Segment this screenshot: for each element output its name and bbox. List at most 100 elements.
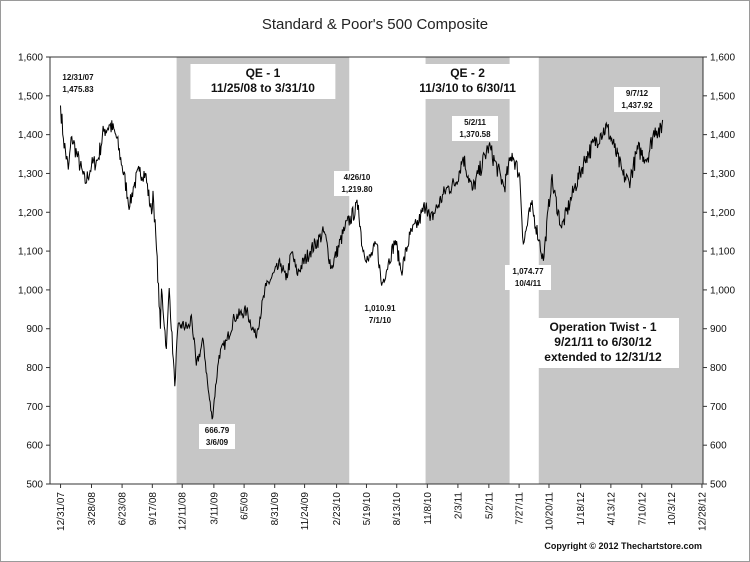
- y-tick-label-left: 1,100: [18, 247, 43, 258]
- y-tick-label-left: 1,500: [18, 91, 43, 102]
- annotation-date: 3/6/09: [206, 438, 229, 447]
- y-tick-label-right: 1,200: [710, 208, 735, 219]
- annotation-date: 7/1/10: [369, 316, 392, 325]
- x-tick-label: 8/31/09: [270, 492, 281, 526]
- annotation-date: 10/4/11: [515, 279, 542, 288]
- copyright-text: Copyright © 2012 Thechartstore.com: [544, 541, 702, 551]
- program-band-1: [176, 57, 350, 484]
- annotation-value: 1,074.77: [512, 267, 544, 276]
- y-tick-label-left: 600: [26, 441, 43, 452]
- x-tick-label: 10/20/11: [544, 492, 555, 531]
- annotation-7: 9/7/12 1,437.92: [614, 87, 660, 112]
- program-labels: QE - 111/25/08 to 3/31/10 QE - 211/3/10 t…: [190, 64, 679, 368]
- annotation-box: [505, 265, 551, 290]
- annotation-box: [452, 116, 498, 141]
- y-tick-label-right: 1,000: [710, 285, 735, 296]
- x-tick-label: 2/3/11: [453, 492, 464, 519]
- y-tick-label-left: 1,200: [18, 208, 43, 219]
- qe1-label-line: QE - 1: [246, 66, 281, 80]
- annotation-date: 4/26/10: [344, 173, 371, 182]
- annotation-4: 1,010.91 7/1/10: [357, 302, 403, 327]
- operation-twist-label: Operation Twist - 19/21/11 to 6/30/12ext…: [527, 318, 679, 368]
- annotation-date: 5/2/11: [464, 118, 486, 127]
- annotation-value: 1,437.92: [621, 101, 653, 110]
- operation-twist-label-line: extended to 12/31/12: [544, 350, 662, 364]
- x-tick-label: 5/19/10: [362, 492, 373, 526]
- y-tick-label-right: 1,500: [710, 91, 735, 102]
- y-tick-label-right: 1,400: [710, 130, 735, 141]
- annotation-date: 12/31/07: [62, 73, 94, 82]
- annotation-date: 9/7/12: [626, 89, 649, 98]
- annotation-box: [55, 71, 101, 96]
- annotation-3: 4/26/10 1,219.80: [334, 171, 380, 196]
- x-tick-label: 7/10/12: [637, 492, 648, 526]
- x-tick-label: 7/27/11: [515, 492, 526, 525]
- annotation-box: [334, 171, 380, 196]
- operation-twist-label-box: [527, 318, 679, 368]
- annotation-value: 1,010.91: [364, 304, 396, 313]
- y-tick-label-left: 1,000: [18, 285, 43, 296]
- program-band-3: [538, 57, 703, 484]
- qe2-label: QE - 211/3/10 to 6/30/11: [398, 64, 537, 99]
- qe1-label-box: [190, 64, 336, 99]
- annotation-value: 1,219.80: [341, 185, 373, 194]
- annotation-1: 12/31/07 1,475.83: [55, 71, 101, 96]
- annotation-value: 1,370.58: [459, 130, 491, 139]
- program-bands: [176, 57, 703, 484]
- annotation-box: [614, 87, 660, 112]
- x-tick-label: 1/18/12: [576, 492, 587, 526]
- annotation-2: 666.79 3/6/09: [199, 424, 235, 449]
- x-tick-label: 8/13/10: [392, 492, 403, 526]
- x-tick-label: 3/11/09: [209, 492, 220, 525]
- x-tick-label: 11/24/09: [300, 492, 311, 531]
- y-tick-label-right: 800: [710, 363, 727, 374]
- y-tick-label-left: 1,300: [18, 169, 43, 180]
- y-tick-label-right: 1,600: [710, 53, 735, 64]
- x-axis: 12/31/07 3/28/08 6/23/08 9/17/08 12/11/08 3/1…: [56, 484, 708, 531]
- x-tick-label: 12/31/07: [56, 492, 67, 531]
- y-tick-label-right: 1,300: [710, 169, 735, 180]
- x-tick-label: 11/8/10: [423, 492, 434, 525]
- annotation-value: 666.79: [205, 426, 230, 435]
- y-tick-label-left: 800: [26, 363, 43, 374]
- x-tick-label: 2/23/10: [332, 492, 343, 526]
- y-tick-label-left: 700: [26, 402, 43, 413]
- y-axis-right: 500 600 700 800 900 1,000 1,100 1,200 1,300 1,400…: [703, 53, 735, 491]
- x-tick-label: 12/11/08: [178, 492, 189, 531]
- qe2-label-line: 11/3/10 to 6/30/11: [419, 81, 516, 95]
- operation-twist-label-line: Operation Twist - 1: [549, 320, 656, 334]
- x-tick-label: 6/5/09: [240, 492, 251, 520]
- annotation-box: [199, 424, 235, 449]
- y-tick-label-right: 1,100: [710, 247, 735, 258]
- qe2-label-line: QE - 2: [450, 66, 485, 80]
- series-line-sp500: [60, 105, 664, 420]
- x-tick-label: 10/3/12: [667, 492, 678, 526]
- y-tick-label-left: 1,600: [18, 53, 43, 64]
- annotation-value: 1,475.83: [62, 85, 94, 94]
- x-tick-label: 3/28/08: [87, 492, 98, 526]
- series-group: [60, 105, 664, 420]
- y-tick-label-right: 700: [710, 402, 727, 413]
- qe1-label-line: 11/25/08 to 3/31/10: [211, 81, 315, 95]
- x-tick-label: 6/23/08: [118, 492, 129, 526]
- qe1-label: QE - 111/25/08 to 3/31/10: [190, 64, 336, 99]
- y-tick-label-left: 500: [26, 480, 43, 491]
- plot-area: [49, 56, 704, 485]
- chart-title: Standard & Poor's 500 Composite: [261, 16, 489, 33]
- operation-twist-label-line: 9/21/11 to 6/30/12: [554, 335, 652, 349]
- x-tick-label: 9/17/08: [148, 492, 159, 526]
- x-tick-label: 12/28/12: [697, 492, 708, 531]
- annotation-box: [357, 302, 403, 327]
- x-tick-label: 4/13/12: [606, 492, 617, 526]
- x-tick-label: 5/2/11: [484, 492, 495, 519]
- annotation-6: 1,074.77 10/4/11: [505, 265, 551, 290]
- y-tick-label-right: 600: [710, 441, 727, 452]
- y-tick-label-left: 1,400: [18, 130, 43, 141]
- annotation-5: 5/2/11 1,370.58: [452, 116, 498, 141]
- annotations: 12/31/07 1,475.83 666.79 3/6/09 4/26/10 1,219…: [55, 71, 660, 449]
- y-tick-label-right: 900: [710, 324, 727, 335]
- qe2-label-box: [398, 64, 537, 99]
- y-tick-label-right: 500: [710, 480, 727, 491]
- y-tick-label-left: 900: [26, 324, 43, 335]
